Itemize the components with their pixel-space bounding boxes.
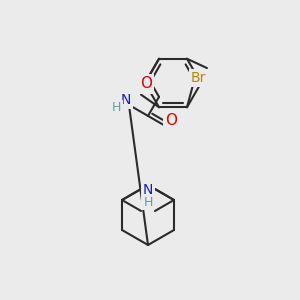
Text: Br: Br bbox=[191, 71, 206, 85]
Text: H: H bbox=[143, 196, 153, 208]
Text: N: N bbox=[121, 93, 131, 107]
Text: O: O bbox=[140, 76, 152, 91]
Text: N: N bbox=[143, 183, 153, 197]
Text: H: H bbox=[111, 101, 121, 114]
Text: O: O bbox=[165, 113, 177, 128]
